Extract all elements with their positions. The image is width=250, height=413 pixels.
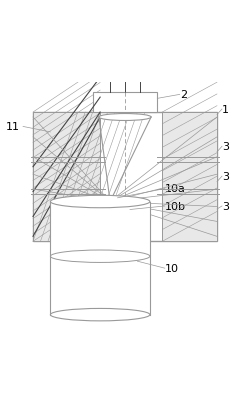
Bar [50, 202, 150, 315]
Bar [93, 92, 157, 112]
Ellipse shape [99, 114, 151, 121]
Text: 10a: 10a [165, 184, 186, 194]
Ellipse shape [50, 309, 150, 321]
Bar [33, 112, 100, 241]
Ellipse shape [50, 195, 150, 208]
Text: 3: 3 [222, 202, 229, 211]
Text: 11: 11 [6, 122, 20, 132]
Text: 10: 10 [165, 263, 179, 274]
Bar [162, 112, 217, 241]
Text: 2: 2 [180, 90, 187, 100]
Text: 3: 3 [222, 142, 229, 152]
Bar [33, 112, 217, 241]
Text: 3: 3 [222, 172, 229, 182]
Text: 10b: 10b [165, 202, 186, 211]
Text: 1: 1 [222, 104, 229, 114]
